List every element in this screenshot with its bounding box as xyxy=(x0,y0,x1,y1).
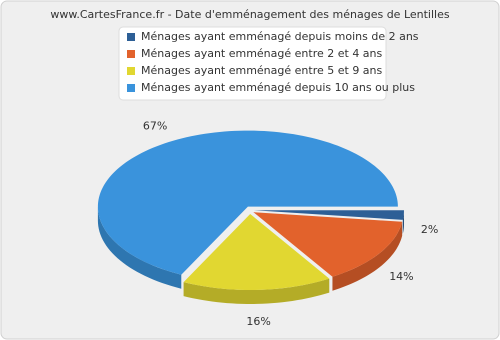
legend-swatch xyxy=(127,33,135,41)
legend-label: Ménages ayant emménagé entre 2 et 4 ans xyxy=(141,47,383,60)
legend-swatch xyxy=(127,50,135,58)
slice xyxy=(183,213,330,290)
legend-swatch xyxy=(127,67,135,75)
legend-label: Ménages ayant emménagé depuis moins de 2… xyxy=(141,30,419,43)
value-label: 16% xyxy=(246,315,270,328)
slice-side xyxy=(97,206,182,289)
legend-label: Ménages ayant emménagé entre 5 et 9 ans xyxy=(141,64,383,77)
value-label: 14% xyxy=(389,270,413,283)
legend-swatch xyxy=(127,84,135,92)
legend-label: Ménages ayant emménagé depuis 10 ans ou … xyxy=(141,81,415,94)
slice xyxy=(97,130,398,275)
slice-side xyxy=(183,278,330,304)
slice xyxy=(253,212,403,277)
value-label: 2% xyxy=(421,223,438,236)
pie xyxy=(97,130,404,304)
chart-title: www.CartesFrance.fr - Date d'emménagemen… xyxy=(50,8,449,21)
legend-box xyxy=(118,26,387,101)
value-label: 67% xyxy=(143,120,167,133)
slice xyxy=(253,210,404,220)
slice-side xyxy=(402,210,404,234)
slice-side xyxy=(332,221,403,291)
